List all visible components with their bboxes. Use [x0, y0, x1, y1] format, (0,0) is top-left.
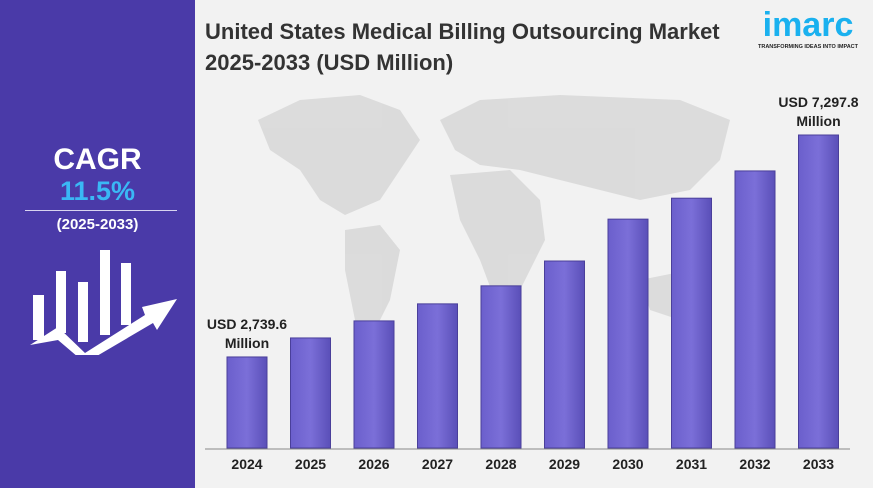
x-tick-label: 2032 — [739, 456, 770, 472]
x-tick-label: 2027 — [422, 456, 453, 472]
bar-2028 — [480, 285, 522, 449]
bar-2027 — [417, 303, 458, 449]
bar-2024 — [226, 356, 268, 449]
bar-2031 — [671, 197, 712, 449]
chart-title: United States Medical Billing Outsourcin… — [205, 19, 720, 75]
x-tick-label: 2026 — [358, 456, 389, 472]
logo-tagline: TRANSFORMING IDEAS INTO IMPACT — [757, 44, 859, 50]
x-tick-label: 2029 — [549, 456, 580, 472]
bar-2032 — [734, 170, 776, 449]
x-tick-label: 2024 — [231, 456, 262, 472]
data-label-last: Million — [796, 113, 840, 129]
x-tick-label: 2033 — [803, 456, 834, 472]
world-map-background — [258, 95, 730, 340]
x-tick-label: 2028 — [485, 456, 516, 472]
x-tick-label: 2030 — [612, 456, 643, 472]
bar-2030 — [607, 218, 649, 449]
divider — [25, 210, 177, 211]
data-label-last: USD 7,297.8 — [778, 94, 858, 110]
bar-2029 — [544, 260, 585, 449]
cagr-value: 11.5% — [59, 176, 136, 206]
data-label-first: USD 2,739.6 — [207, 316, 287, 332]
cagr-label: CAGR — [53, 143, 142, 176]
imarc-logo: imarc TRANSFORMING IDEAS INTO IMPACT — [748, 6, 868, 50]
x-tick-label: 2031 — [676, 456, 707, 472]
data-label-first: Million — [225, 335, 269, 351]
bar-2026 — [353, 320, 395, 449]
logo-text: imarc — [762, 6, 854, 44]
cagr-period: (2025-2033) — [56, 216, 139, 233]
growth-chart-arrow-icon — [30, 250, 177, 355]
bar-2025 — [290, 337, 331, 449]
bar-2033 — [798, 134, 839, 449]
cagr-panel: CAGR 11.5% (2025-2033) — [0, 0, 195, 488]
x-tick-label: 2025 — [295, 456, 326, 472]
